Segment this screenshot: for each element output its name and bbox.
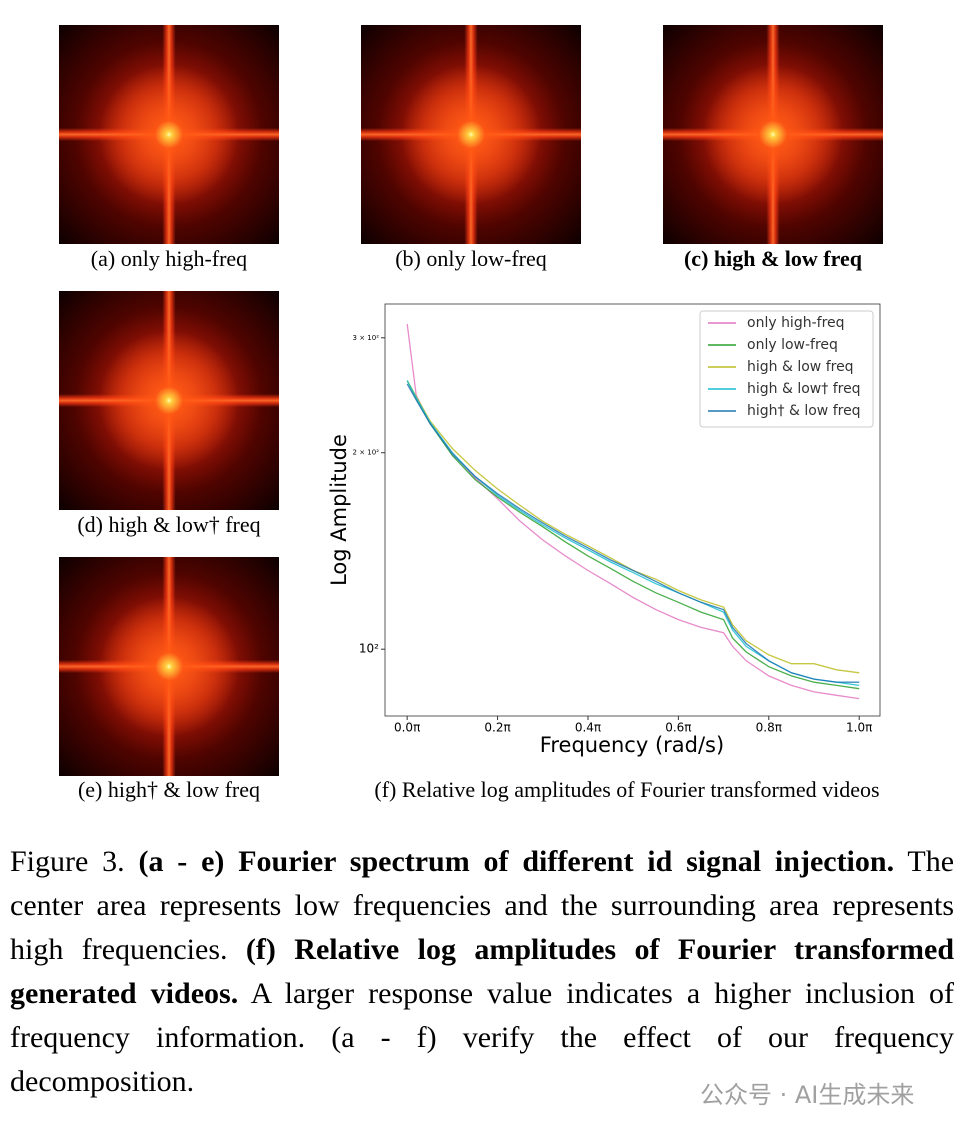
figure-caption: Figure 3. (a - e) Fourier spectrum of di…	[10, 840, 954, 1104]
plot-frame	[384, 303, 881, 717]
watermark: 公众号 · AI生成未来	[700, 1081, 915, 1109]
y-axis-label: Log Amplitude	[327, 434, 351, 586]
legend-label: only low-freq	[747, 337, 838, 353]
panel-label: (e) high† & low freq	[77, 777, 261, 802]
caption-text: (a - e) Fourier spectrum of different id…	[138, 845, 895, 878]
spectrum	[663, 25, 883, 244]
caption-text: (f) Relative log amplitudes of Fourier t…	[10, 933, 954, 1010]
series-line	[406, 380, 860, 690]
panel-label: (d) high & low† freq	[77, 512, 261, 537]
caption-text: A larger response value indicates a high…	[10, 977, 955, 1098]
series-line	[406, 383, 860, 683]
x-tick-label: 1.0π	[846, 721, 872, 735]
legend: only high-freq only low-freq high & low fr…	[699, 310, 874, 428]
x-tick-label: 0.4π	[575, 721, 601, 735]
legend-box	[699, 310, 874, 428]
legend-label: only high-freq	[747, 315, 845, 331]
chart: Log Amplitude Frequency (rad/s) 0.0π 0.2π…	[327, 303, 881, 757]
x-tick-label: 0.6π	[665, 721, 691, 735]
panel-label: (b) only low-freq	[395, 246, 547, 271]
legend-label: high† & low freq	[747, 403, 861, 419]
spectrum	[361, 25, 581, 244]
legend-label: high & low† freq	[747, 381, 861, 397]
x-tick-label: 0.0π	[394, 721, 420, 735]
x-tick-label: 0.2π	[484, 721, 510, 735]
spectrum	[59, 557, 279, 776]
legend-label: high & low freq	[747, 359, 854, 375]
y-tick-label: 3 × 10²	[353, 334, 380, 342]
panel-label: (a) only high-freq	[90, 246, 248, 271]
caption-text: The center area represents low frequenci…	[10, 845, 955, 966]
y-tick-label: 2 × 10²	[353, 449, 380, 457]
y-tick-label: 10²	[359, 642, 379, 656]
chart-caption: (f) Relative log amplitudes of Fourier t…	[374, 777, 880, 802]
spectrum	[59, 25, 279, 244]
x-axis-label: Frequency (rad/s)	[540, 733, 724, 757]
spectrum	[59, 291, 279, 510]
panel-label: (c) high & low freq	[683, 246, 863, 271]
x-tick-label: 0.8π	[756, 721, 782, 735]
caption-text: Figure 3.	[10, 845, 139, 878]
